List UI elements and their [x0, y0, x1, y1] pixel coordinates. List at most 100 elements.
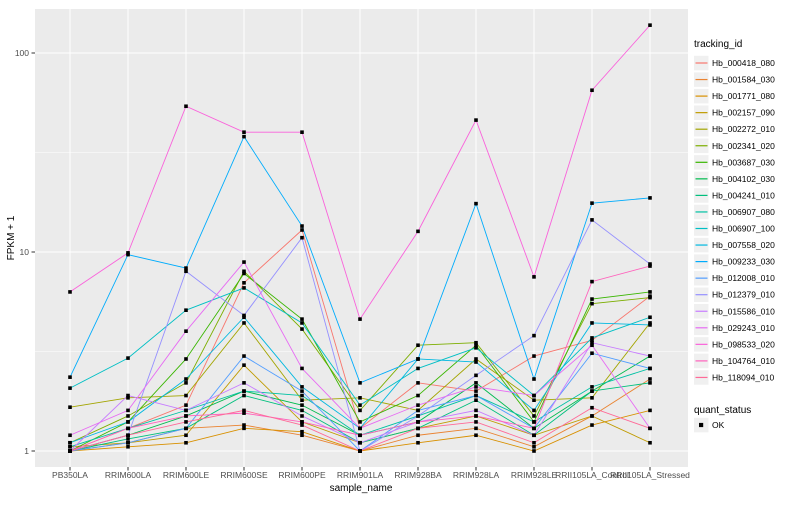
data-point — [184, 420, 188, 424]
data-point — [242, 260, 246, 264]
data-point — [474, 426, 478, 431]
x-axis-tick-labels: PB350LA RRIM600LA RRIM600LE RRIM600SE RRIM60… — [52, 470, 690, 480]
legend-entry: Hb_002341_020 — [694, 138, 775, 154]
data-point — [184, 408, 188, 413]
legend-entry: Hb_004102_030 — [694, 171, 775, 187]
data-point — [300, 224, 304, 228]
data-point — [474, 408, 478, 413]
data-point — [474, 398, 478, 403]
y-tick-label: 10 — [20, 247, 30, 257]
data-point — [416, 393, 420, 398]
data-point — [416, 408, 420, 413]
data-point — [648, 290, 652, 294]
data-point — [242, 134, 246, 139]
data-point — [68, 290, 72, 294]
data-point — [532, 444, 536, 449]
data-point — [416, 366, 420, 371]
legend-entry: Hb_006907_080 — [694, 204, 775, 220]
data-point — [648, 264, 652, 268]
data-point — [474, 357, 478, 361]
data-point — [590, 321, 594, 325]
data-point — [242, 321, 246, 325]
data-point — [532, 377, 536, 381]
data-point — [590, 338, 594, 343]
data-point — [474, 389, 478, 393]
legend-entry: Hb_001584_030 — [694, 72, 775, 87]
data-point — [242, 315, 246, 320]
legend-entry-label: Hb_002341_020 — [712, 141, 775, 151]
data-point — [474, 343, 478, 348]
legend-entry-label: Hb_118094_010 — [712, 372, 775, 382]
data-point — [648, 377, 652, 381]
data-point — [68, 440, 72, 445]
legend-entry-label: Hb_001771_080 — [712, 91, 775, 101]
legend-entry-label: Hb_104764_010 — [712, 356, 775, 366]
legend-entry: Hb_009233_030 — [694, 254, 775, 269]
legend-entry-label: Hb_002157_090 — [712, 108, 775, 118]
legend-quant-status-label: OK — [712, 420, 725, 430]
legend-entry-label: Hb_007558_020 — [712, 240, 775, 250]
data-point — [126, 420, 130, 424]
x-tick-label: PB350LA — [52, 470, 88, 480]
data-point — [590, 301, 594, 306]
data-point — [532, 393, 536, 398]
data-point — [126, 444, 130, 449]
legend-entry: Hb_006907_100 — [694, 221, 775, 236]
data-point — [300, 385, 304, 389]
data-point — [474, 381, 478, 385]
legend-entry: Hb_002157_090 — [694, 105, 775, 120]
x-tick-label: RRIM600SE — [220, 470, 268, 480]
data-point — [184, 104, 188, 109]
legend-entry-label: Hb_098533_020 — [712, 339, 775, 349]
data-point — [532, 275, 536, 279]
data-point — [648, 354, 652, 358]
data-point — [242, 363, 246, 367]
data-point — [474, 360, 478, 364]
data-point — [300, 408, 304, 413]
data-point — [300, 398, 304, 403]
data-point — [474, 373, 478, 378]
legend-entry-label: Hb_012379_010 — [712, 290, 775, 300]
legend-entry: Hb_001771_080 — [694, 88, 775, 104]
legend-entry: Hb_098533_020 — [694, 337, 775, 352]
legend-key-point — [699, 422, 704, 428]
legend-entry-label: Hb_002272_010 — [712, 124, 775, 134]
y-axis-tick-labels: 1 10 100 — [15, 48, 29, 456]
data-point — [184, 426, 188, 431]
data-point — [184, 433, 188, 438]
data-point — [358, 440, 362, 445]
data-point — [300, 366, 304, 371]
legend-entry: Hb_002272_010 — [694, 122, 775, 137]
data-point — [474, 118, 478, 122]
data-point — [474, 433, 478, 438]
data-point — [416, 357, 420, 361]
data-point — [590, 405, 594, 410]
data-point — [590, 396, 594, 400]
legend-quant-status-entry: OK — [694, 417, 725, 433]
data-point — [532, 449, 536, 453]
data-point — [126, 433, 130, 438]
data-point — [648, 408, 652, 413]
data-point — [184, 329, 188, 333]
data-point — [474, 385, 478, 389]
data-point — [126, 393, 130, 398]
data-point — [416, 420, 420, 424]
data-point — [358, 396, 362, 400]
data-point — [300, 414, 304, 418]
data-point — [590, 336, 594, 340]
data-point — [300, 317, 304, 321]
legend-entry: Hb_012008_010 — [694, 270, 775, 286]
data-point — [126, 414, 130, 418]
x-tick-label: RRIM928BA — [394, 470, 442, 480]
x-tick-label: RRIM928LE — [511, 470, 558, 480]
data-point — [242, 381, 246, 385]
data-point — [184, 393, 188, 398]
data-point — [648, 295, 652, 300]
data-point — [358, 449, 362, 453]
data-point — [300, 389, 304, 393]
x-tick-label: RRIM928LA — [453, 470, 500, 480]
data-point — [648, 262, 652, 266]
data-point — [68, 386, 72, 390]
data-point — [184, 266, 188, 270]
